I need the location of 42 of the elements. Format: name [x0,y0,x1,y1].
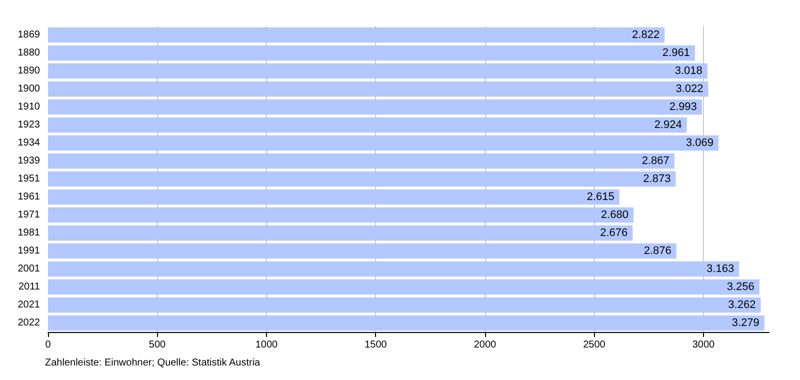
data-label: 3.069 [686,137,714,149]
y-tick-label: 1991 [18,246,40,256]
x-tick-label: 2500 [583,340,606,350]
y-tick-label: 1951 [18,174,40,184]
text: Zahlenleiste: Einwohner; Quelle: Statistik Austria [45,358,261,368]
data-label: 2.993 [669,101,697,113]
data-label: 3.163 [706,263,734,275]
data-label: 2.876 [644,245,672,257]
y-tick-label: 2021 [18,300,40,310]
y-tick-label: 1880 [18,48,40,58]
y-tick-label: 1971 [18,210,40,220]
y-tick-label: 1910 [18,102,40,112]
data-label: 2.867 [642,155,670,167]
data-label: 3.262 [728,299,756,311]
data-label: 2.615 [586,191,614,203]
x-tick-label: 1500 [364,340,388,350]
x-tick-label: 3000 [692,340,716,350]
y-tick-label: 1890 [18,66,40,76]
x-tick-label: 2000 [474,340,497,350]
y-tick-label: 1900 [18,84,40,94]
data-label: 2.961 [662,47,690,59]
y-tick-label: 1981 [18,228,40,238]
y-tick-label: 1869 [18,30,40,40]
data-label: 2.924 [654,119,682,131]
data-label: 3.022 [676,83,704,95]
y-tick-label: 2001 [18,264,40,274]
x-tick-label: 0 [45,340,52,350]
data-label: 3.256 [726,281,754,293]
y-tick-label: 1923 [18,120,40,130]
x-tick-label: 500 [148,340,166,350]
y-tick-label: 1961 [18,192,40,202]
x-tick-label: 1000 [255,340,278,350]
data-label: 3.279 [732,317,760,329]
data-label: 2.676 [600,227,628,239]
y-tick-label: 2011 [18,282,40,292]
y-tick-label: 1939 [18,156,40,166]
y-tick-label: 1934 [18,138,40,148]
data-label: 2.873 [643,173,671,185]
y-tick-label: 2022 [18,318,40,328]
data-label: 3.018 [674,65,702,77]
data-label: 2.822 [632,29,660,41]
data-label: 2.680 [601,209,629,221]
